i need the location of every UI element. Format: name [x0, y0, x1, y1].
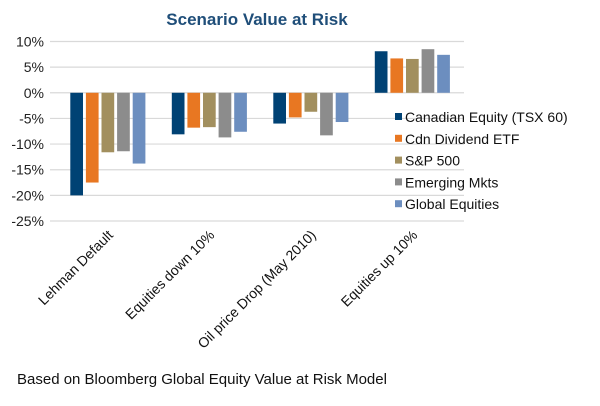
bar-s-p-500-3: [406, 58, 419, 93]
x-category-label: Oil price Drop (May 2010): [194, 227, 319, 352]
legend-label: Canadian Equity (TSX 60): [405, 109, 568, 125]
bar-cdn-dividend-etf-1: [187, 92, 201, 128]
bar-cdn-dividend-etf-2: [288, 92, 302, 118]
legend-swatch: [395, 156, 402, 164]
y-tick-label: -25%: [11, 213, 44, 229]
y-tick-label: -5%: [19, 110, 44, 126]
bar-cdn-dividend-etf-0: [85, 92, 99, 183]
legend-label: S&P 500: [405, 153, 460, 169]
y-tick-label: 0%: [24, 85, 44, 101]
bar-global-equities-1: [234, 92, 247, 132]
bar-emerging-mkts-2: [320, 92, 333, 136]
legend-swatch: [395, 178, 402, 186]
bar-emerging-mkts-1: [218, 92, 232, 138]
footnote: Based on Bloomberg Global Equity Value a…: [17, 371, 387, 388]
y-tick-label: -20%: [11, 187, 44, 203]
x-category-label: Lehman Default: [35, 227, 116, 308]
bar-s-p-500-0: [101, 92, 115, 153]
bar-s-p-500-2: [304, 92, 318, 112]
legend-label: Cdn Dividend ETF: [405, 131, 519, 147]
bars: [70, 49, 450, 196]
legend-label: Emerging Mkts: [405, 174, 498, 190]
bar-global-equities-2: [335, 92, 349, 123]
y-tick-label: -10%: [11, 136, 44, 152]
chart-title: Scenario Value at Risk: [166, 10, 348, 29]
y-tick-label: 5%: [24, 59, 44, 75]
y-tick-label: -15%: [11, 162, 44, 178]
legend: Canadian Equity (TSX 60) Cdn Dividend ETF…: [395, 109, 568, 212]
legend-swatch: [395, 113, 402, 120]
bar-canadian-equity-tsx-60-0: [70, 92, 83, 196]
x-category-label: Equities up 10%: [338, 227, 421, 310]
y-axis-ticks: 10% 5% 0% -5% -10% -15% -20% -25%: [11, 34, 44, 230]
legend-label: Global Equities: [405, 196, 499, 212]
x-category-label: Equities down 10%: [122, 227, 218, 323]
bar-global-equities-0: [132, 92, 146, 164]
bar-canadian-equity-tsx-60-1: [171, 92, 185, 135]
bar-canadian-equity-tsx-60-2: [273, 92, 286, 124]
bar-emerging-mkts-3: [421, 49, 435, 93]
bar-cdn-dividend-etf-3: [390, 58, 404, 93]
bar-global-equities-3: [437, 54, 450, 93]
x-axis-labels: Lehman Default Equities down 10%Oil price…: [35, 227, 421, 352]
bar-canadian-equity-tsx-60-3: [374, 51, 388, 93]
y-tick-label: 10%: [16, 34, 44, 50]
legend-swatch: [395, 200, 402, 208]
bar-s-p-500-1: [203, 92, 216, 128]
bar-emerging-mkts-0: [117, 92, 130, 152]
legend-swatch: [395, 134, 402, 142]
